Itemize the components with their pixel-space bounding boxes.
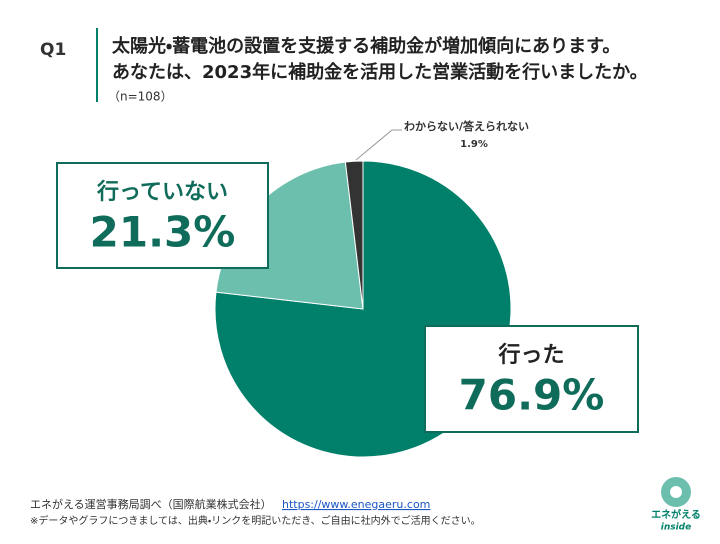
leader-line [355,129,402,161]
pie-slice [344,160,364,310]
label-box [56,162,269,269]
footer-disclaimer: ※データやグラフにつきましては、出典・リンクを明記いただき、ご自由に社内外でご活… [30,514,481,527]
sample-note: （n=108） [108,90,173,104]
slice-value-label: 1.9% [460,139,488,150]
logo-sub: inside [661,523,691,533]
chart-subtitle: あなたは、2023年に補助金を活用した営業活動を行いましたか。 [112,61,648,83]
logo-icon-core [670,486,682,498]
chart-title: 太陽光・蓄電池の設置を支援する補助金が増加傾向にあります。 [111,35,620,57]
label-box [424,325,639,433]
logo-name: エネがえる [651,508,701,521]
slice-label: 行った [497,342,564,368]
slice-label: わからない/答えられない [404,119,529,133]
slice-label: 行っていない [96,179,228,205]
footer-link[interactable]: https://www.enegaeru.com [282,498,430,511]
slice-value-label: 21.3% [90,208,236,257]
slice-value-label: 76.9% [459,371,605,420]
question-label: Q1 [40,40,66,60]
footer-source: エネがえる運営事務局調べ（国際航業株式会社） [30,497,272,511]
